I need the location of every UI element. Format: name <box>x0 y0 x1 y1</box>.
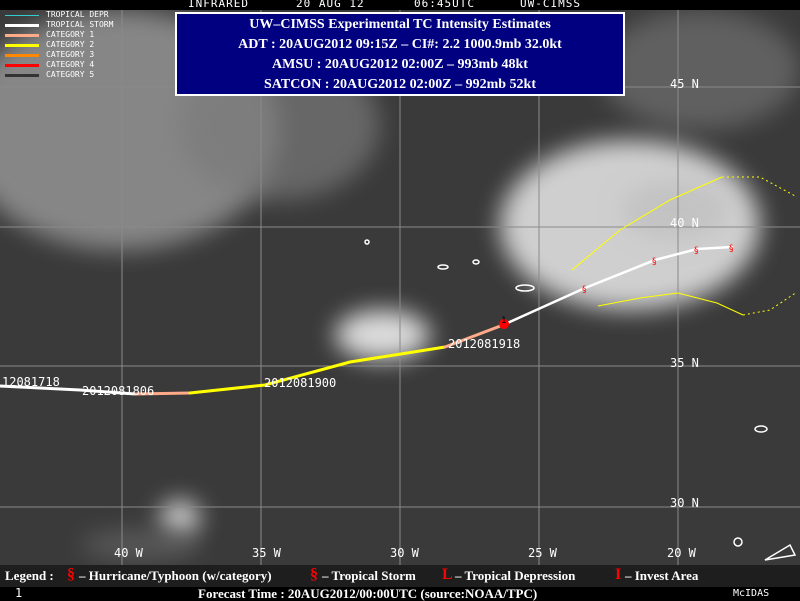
cone-lower-dotted <box>742 291 798 316</box>
time: 06:45UTC <box>414 0 475 10</box>
current-hurricane-icon <box>499 319 509 329</box>
lon-label-25w: 25 W <box>528 546 557 560</box>
lon-label-20w: 20 W <box>667 546 696 560</box>
amsu-estimate: AMSU : 20AUG2012 02:00Z – 993mb 48kt <box>272 57 528 72</box>
lon-label-35w: 35 W <box>252 546 281 560</box>
forecast-storm-icon: § <box>694 246 699 256</box>
date: 20 AUG 12 <box>296 0 365 10</box>
storm-track <box>0 245 734 396</box>
track-category-1-recent <box>443 323 505 349</box>
channel: INFRARED <box>188 0 249 10</box>
track-legend: TROPICAL DEPR TROPICAL STORM CATEGORY 1 … <box>5 10 113 80</box>
track-time-label: 12081718 <box>2 375 60 389</box>
forecast-storm-icon: § <box>582 285 587 295</box>
forecast-storm-icon: § <box>652 257 657 267</box>
legend-invest: – Invest Area <box>625 568 699 583</box>
legend-prefix: Legend : <box>5 568 54 583</box>
infobox-title: UW–CIMSS Experimental TC Intensity Estim… <box>249 17 551 32</box>
forecast-time: Forecast Time : 20AUG2012/00:00UTC (sour… <box>198 586 538 601</box>
legend-item: TROPICAL DEPR <box>5 10 113 20</box>
hurricane-icon: § <box>67 566 75 583</box>
track-category-1 <box>133 391 192 396</box>
symbol-legend: Legend : § – Hurricane/Typhoon (w/catego… <box>0 565 800 587</box>
source: UW-CIMSS <box>520 0 581 10</box>
cone-upper-edge <box>571 176 723 271</box>
lat-label-35n: 35 N <box>670 356 699 370</box>
islands <box>364 239 797 561</box>
adt-estimate: ADT : 20AUG2012 09:15Z – CI#: 2.2 1000.9… <box>238 37 562 52</box>
current-category: 1 <box>501 316 507 326</box>
legend-item: CATEGORY 4 <box>5 60 113 70</box>
header-bar: INFRARED 20 AUG 12 06:45UTC UW-CIMSS <box>0 0 800 10</box>
track-category-2 <box>188 345 447 395</box>
track-time-label: 2012081900 <box>264 376 337 390</box>
track-time-label: 2012081918 <box>448 337 521 351</box>
forecast-points: § § § § <box>582 244 734 295</box>
intensity-estimates-box: UW–CIMSS Experimental TC Intensity Estim… <box>175 12 625 96</box>
legend-item: CATEGORY 5 <box>5 70 113 80</box>
lat-label-45n: 45 N <box>670 77 699 91</box>
track-time-label: 2012081806 <box>82 384 155 398</box>
satcon-estimate: SATCON : 20AUG2012 02:00Z – 992mb 52kt <box>264 77 536 92</box>
track-tropical-storm <box>0 384 137 396</box>
lon-label-40w: 40 W <box>114 546 143 560</box>
cone-lower-edge <box>597 292 744 316</box>
footer-bar: 1 Forecast Time : 20AUG2012/00:00UTC (so… <box>0 587 800 600</box>
lat-label-30n: 30 N <box>670 496 699 510</box>
legend-item: CATEGORY 3 <box>5 50 113 60</box>
cone-upper-dotted <box>722 176 798 198</box>
legend-hurricane: – Hurricane/Typhoon (w/category) <box>79 568 272 583</box>
legend-item: CATEGORY 1 <box>5 30 113 40</box>
legend-depression: – Tropical Depression <box>455 568 576 583</box>
lat-label-40n: 40 N <box>670 216 699 230</box>
forecast-storm-icon: § <box>729 244 734 254</box>
mcidas-brand: McIDAS <box>733 588 770 599</box>
lon-label-30w: 30 W <box>390 546 419 560</box>
legend-item: CATEGORY 2 <box>5 40 113 50</box>
legend-item: TROPICAL STORM <box>5 20 113 30</box>
legend-storm: – Tropical Storm <box>322 568 416 583</box>
azores-island <box>515 284 535 292</box>
frame-number: 1 <box>15 586 23 600</box>
tropical-storm-icon: § <box>310 566 318 583</box>
forecast-cone <box>571 176 798 316</box>
track-forecast <box>501 245 734 327</box>
tropical-depression-icon: L <box>442 566 453 583</box>
invest-area-icon: I <box>615 566 622 583</box>
